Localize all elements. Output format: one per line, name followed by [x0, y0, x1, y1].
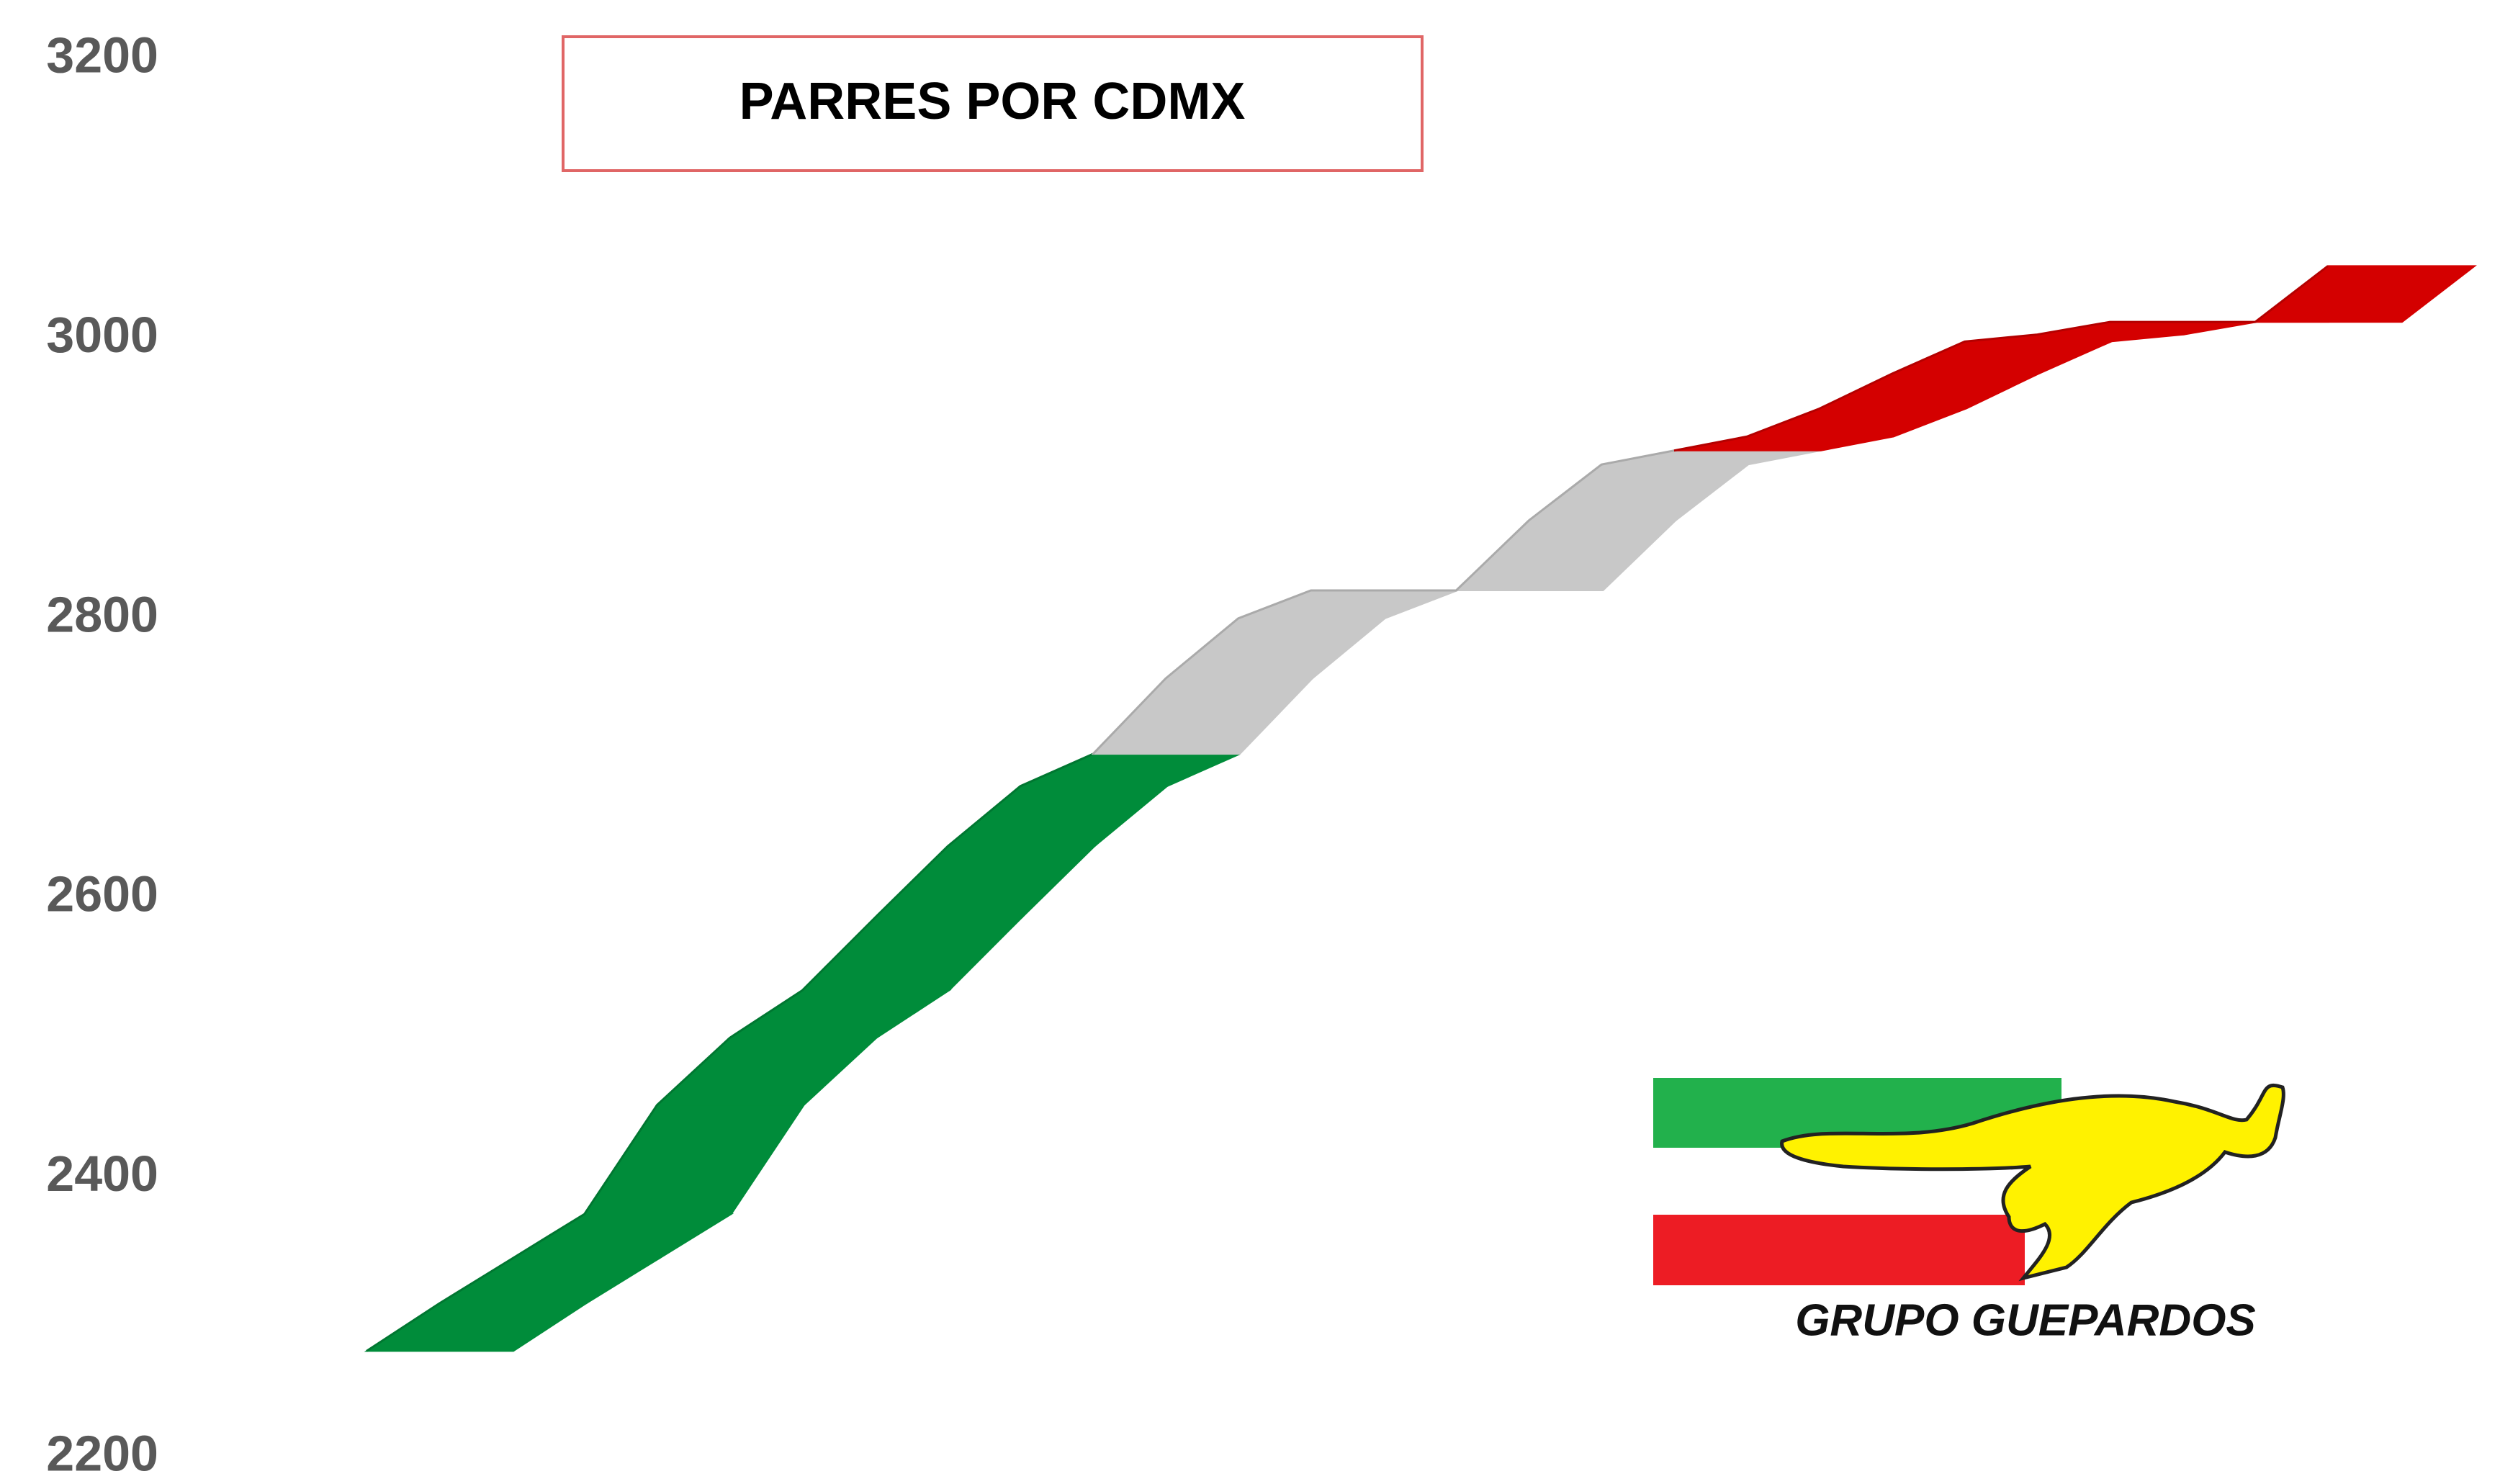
logo-text: GRUPO GUEPARDOS — [1795, 1295, 2256, 1345]
page: 2200 2400 2600 2800 3000 3200 PARRES POR CDMX… — [0, 0, 2500, 1484]
y-tick-label: 3200 — [46, 27, 158, 83]
y-tick-label: 2200 — [46, 1425, 158, 1481]
logo-red-stripe — [1653, 1215, 2025, 1285]
y-tick-label: 2600 — [46, 866, 158, 922]
chart-title: PARRES POR CDMX — [739, 73, 1246, 130]
y-tick-label: 2800 — [46, 586, 158, 642]
y-tick-label: 3000 — [46, 307, 158, 363]
y-tick-label: 2400 — [46, 1146, 158, 1202]
chart: 2200 2400 2600 2800 3000 3200 PARRES POR CDMX… — [0, 0, 2500, 1484]
